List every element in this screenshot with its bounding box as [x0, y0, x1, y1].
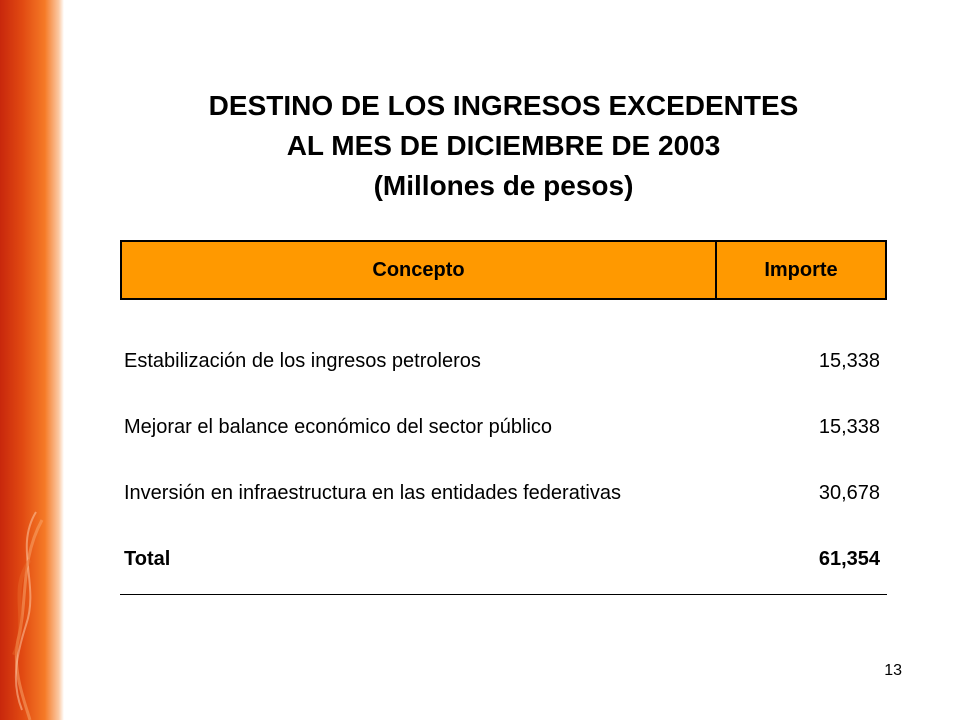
total-row: Total 61,354 [124, 526, 880, 592]
row-amount: 15,338 [818, 415, 880, 438]
total-amount: 61,354 [818, 547, 880, 570]
row-amount: 30,678 [818, 481, 880, 504]
title-line-2: AL MES DE DICIEMBRE DE 2003 [286, 130, 721, 161]
table-header: Concepto Importe [120, 240, 887, 300]
swirl-decoration-icon [12, 511, 44, 720]
title-line-3: (Millones de pesos) [373, 170, 634, 201]
slide-title: DESTINO DE LOS INGRESOS EXCEDENTES AL ME… [120, 86, 887, 206]
row-concept: Estabilización de los ingresos petrolero… [124, 349, 481, 372]
header-concept: Concepto [122, 242, 717, 298]
total-label: Total [124, 547, 171, 570]
page-number: 13 [884, 662, 902, 679]
title-line-1: DESTINO DE LOS INGRESOS EXCEDENTES [208, 90, 799, 121]
decorative-side-bar [0, 0, 64, 720]
table-row: Mejorar el balance económico del sector … [124, 394, 880, 460]
table-row: Estabilización de los ingresos petrolero… [124, 328, 880, 394]
header-amount: Importe [764, 258, 838, 281]
row-concept: Mejorar el balance económico del sector … [124, 415, 553, 438]
row-amount: 15,338 [818, 349, 880, 372]
table-bottom-divider [120, 594, 887, 595]
table-body: Estabilización de los ingresos petrolero… [124, 328, 880, 592]
table-row: Inversión en infraestructura en las enti… [124, 460, 880, 526]
row-concept: Inversión en infraestructura en las enti… [124, 481, 621, 504]
